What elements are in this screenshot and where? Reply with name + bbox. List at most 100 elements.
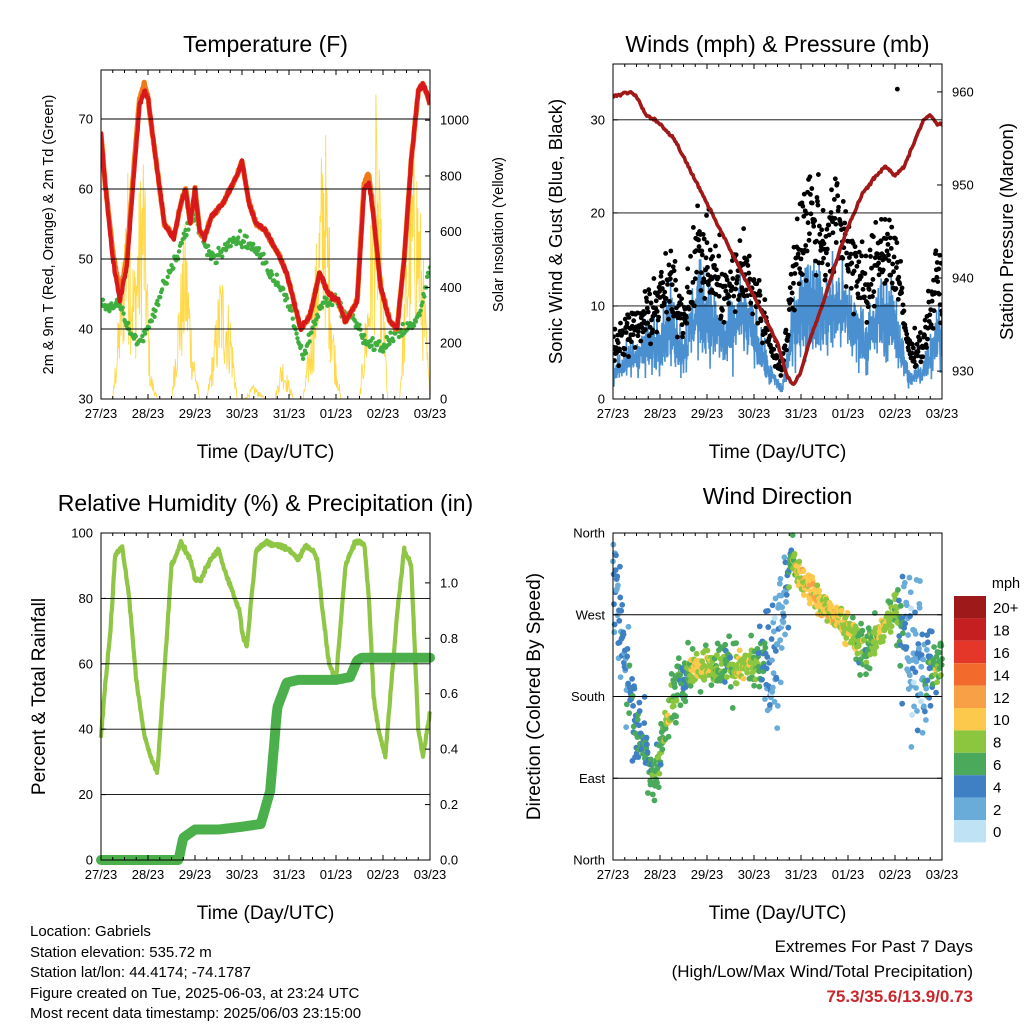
- gust-point: [741, 226, 747, 232]
- x-tick-label: 02/23: [367, 406, 400, 421]
- gust-point: [672, 259, 678, 264]
- direction-point: [910, 679, 917, 686]
- gust-point: [635, 333, 641, 339]
- dewpoint-point: [214, 260, 219, 265]
- direction-point: [914, 727, 921, 734]
- gust-point: [800, 203, 806, 209]
- dewpoint-point: [313, 321, 318, 327]
- gust-point: [700, 232, 706, 237]
- gust-point: [803, 278, 809, 283]
- x-tick-label: 31/23: [273, 867, 306, 882]
- gust-point: [726, 301, 732, 306]
- gust-point: [889, 224, 895, 230]
- gust-point: [622, 316, 628, 322]
- gust-point: [723, 288, 729, 294]
- direction-point: [643, 734, 650, 741]
- dewpoint-point: [413, 319, 419, 324]
- direction-point: [859, 627, 866, 634]
- gust-point: [894, 240, 900, 246]
- direction-point: [913, 685, 919, 691]
- gust-point: [642, 311, 647, 317]
- gust-point: [613, 358, 617, 363]
- dewpoint-point: [426, 270, 430, 276]
- direction-point: [748, 632, 755, 639]
- y-tick-label: East: [579, 771, 605, 786]
- gust-point: [659, 269, 664, 275]
- chart-title: Relative Humidity (%) & Precipitation (i…: [58, 490, 473, 516]
- direction-point: [644, 749, 651, 756]
- gust-point: [743, 287, 749, 293]
- gust-point: [931, 277, 936, 283]
- x-tick-label: 28/23: [644, 867, 677, 882]
- gust-point: [654, 308, 660, 314]
- gust-point: [646, 287, 652, 293]
- chart-title: Winds (mph) & Pressure (mb): [625, 31, 929, 57]
- gust-point: [934, 274, 940, 280]
- gust-point: [684, 320, 690, 326]
- gust-point: [832, 176, 838, 182]
- gust-point: [838, 222, 844, 227]
- x-tick-label: 27/23: [597, 867, 630, 882]
- gust-point: [654, 329, 660, 335]
- gust-point: [820, 207, 826, 213]
- dewpoint-point: [236, 235, 241, 240]
- gust-point: [645, 309, 651, 315]
- dewpoint-point: [149, 318, 154, 324]
- dewpoint-point: [171, 266, 176, 271]
- gust-point: [835, 193, 841, 199]
- gust-point: [826, 232, 832, 238]
- x-tick-label: 29/23: [691, 867, 724, 882]
- direction-point: [912, 630, 919, 637]
- direction-point: [777, 679, 784, 686]
- extremes-title: Extremes For Past 7 Days: [774, 937, 973, 956]
- gust-point: [876, 260, 881, 266]
- x-tick-label: 29/23: [691, 406, 724, 421]
- direction-point: [903, 602, 910, 609]
- direction-point: [702, 642, 709, 649]
- x-axis-label: Time (Day/UTC): [197, 903, 335, 924]
- direction-point: [916, 645, 922, 652]
- y2-tick-label: 930: [952, 364, 974, 379]
- x-axis-label: Time (Day/UTC): [709, 442, 847, 463]
- direction-point: [722, 641, 729, 648]
- direction-point: [912, 669, 919, 675]
- gust-point: [931, 308, 937, 314]
- y2-tick-label: 600: [440, 224, 462, 239]
- gust-point: [688, 253, 693, 259]
- direction-point: [909, 712, 915, 718]
- gust-point: [868, 254, 873, 259]
- gust-point: [642, 289, 648, 294]
- direction-point: [926, 694, 933, 701]
- gust-point: [788, 271, 794, 277]
- direction-point: [616, 617, 623, 624]
- colorbar-label: 16: [993, 645, 1010, 662]
- gust-point: [653, 298, 659, 304]
- direction-point: [744, 669, 751, 676]
- gust-point: [821, 255, 826, 261]
- recent-data-text: Most recent data timestamp: 2025/06/03 2…: [30, 1005, 362, 1022]
- gust-point: [704, 240, 710, 246]
- dewpoint-point: [251, 241, 256, 247]
- gust-point: [851, 268, 857, 274]
- gust-point: [859, 239, 865, 245]
- gust-point: [846, 268, 851, 274]
- direction-plot-area: [610, 532, 945, 804]
- direction-point: [824, 618, 831, 624]
- direction-point: [899, 630, 906, 637]
- gust-point: [888, 272, 894, 278]
- gust-point: [870, 277, 876, 282]
- direction-point: [693, 650, 700, 657]
- gust-point: [854, 263, 860, 269]
- direction-point: [615, 582, 621, 589]
- x-axis-label: Time (Day/UTC): [709, 903, 847, 924]
- direction-point: [699, 658, 706, 665]
- direction-point: [764, 654, 771, 660]
- y2-tick-label: 800: [440, 168, 462, 183]
- gust-point: [899, 290, 904, 296]
- gust-point: [813, 272, 819, 278]
- direction-point: [729, 705, 736, 711]
- x-tick-label: 01/23: [320, 406, 353, 421]
- direction-point: [772, 648, 779, 654]
- gust-point: [730, 276, 736, 281]
- gust-point: [626, 354, 631, 359]
